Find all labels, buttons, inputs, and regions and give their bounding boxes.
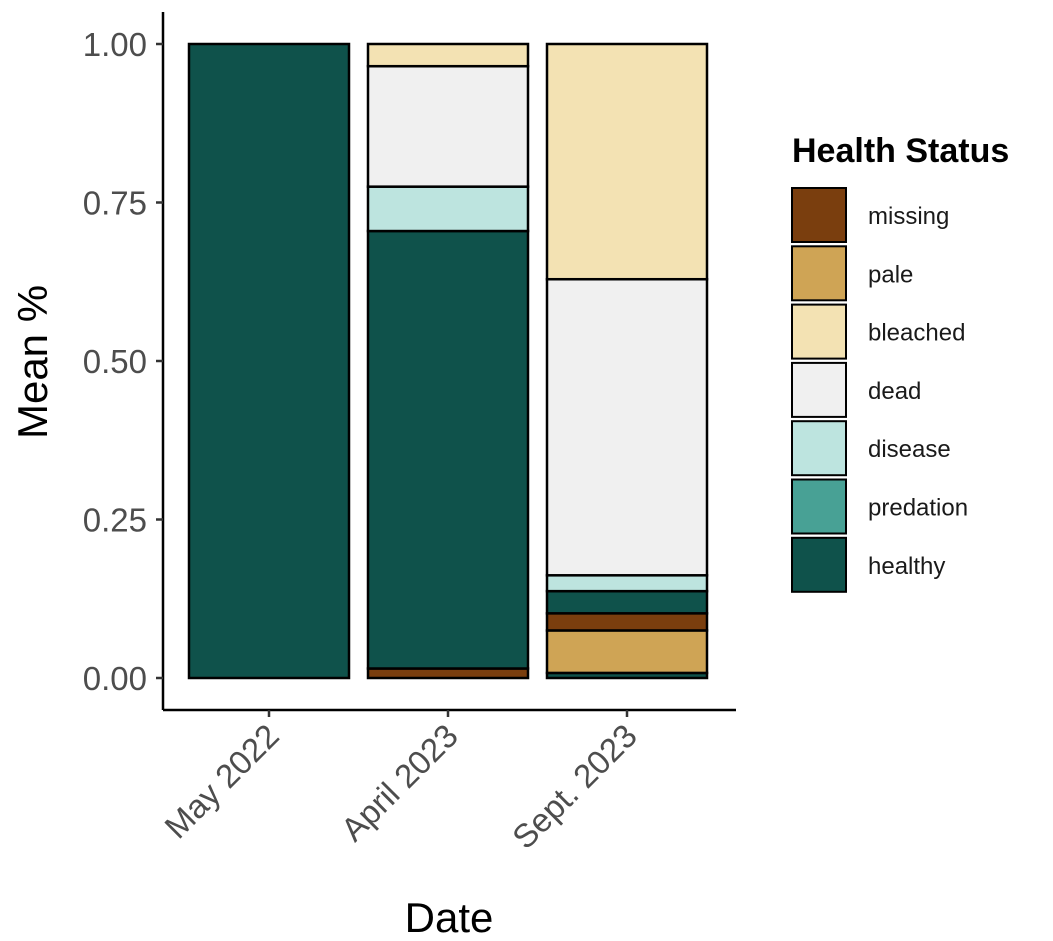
bar-segment-bleached	[366, 42, 530, 68]
legend-swatch-bleached	[791, 303, 847, 360]
bar-segment-disease	[545, 574, 709, 593]
bar-1	[366, 42, 530, 680]
bar-segment-disease	[366, 185, 530, 233]
bars-layer	[187, 42, 709, 680]
bar-segment-missing	[545, 612, 709, 632]
legend-label-pale: pale	[868, 261, 913, 288]
x-ticks: May 2022 April 2023 Sept. 2023	[157, 710, 644, 856]
legend-label-predation: predation	[868, 495, 968, 522]
y-tick-label: 0.00	[83, 660, 147, 697]
x-tick-label: April 2023	[334, 717, 465, 848]
legend: Health Status missing pale bleached dead dis…	[791, 132, 1009, 593]
legend-swatch-disease	[791, 420, 847, 477]
y-tick-label: 0.25	[83, 502, 147, 539]
bar-0	[187, 42, 351, 680]
y-axis-title: Mean %	[9, 285, 56, 439]
legend-label-dead: dead	[868, 378, 921, 405]
bar-segment-bleached	[545, 42, 709, 281]
x-axis-title: Date	[405, 894, 494, 941]
bar-segment-dead	[545, 277, 709, 577]
x-tick-label: May 2022	[157, 717, 286, 846]
legend-swatch-healthy	[791, 536, 847, 593]
legend-label-disease: disease	[868, 436, 951, 463]
y-tick-label: 0.50	[83, 343, 147, 380]
legend-label-bleached: bleached	[868, 320, 965, 347]
x-tick-label: Sept. 2023	[505, 717, 644, 856]
legend-swatch-dead	[791, 361, 847, 418]
legend-title: Health Status	[792, 132, 1009, 170]
bar-segment-dead	[366, 64, 530, 188]
legend-swatch-pale	[791, 245, 847, 302]
y-tick-label: 1.00	[83, 26, 147, 63]
legend-swatch-missing	[791, 187, 847, 243]
bar-segment-healthy	[187, 42, 351, 680]
legend-label-missing: missing	[868, 203, 949, 230]
bar-segment-pale	[545, 629, 709, 675]
bar-segment-healthy	[366, 229, 530, 670]
bar-segment-missing	[366, 667, 530, 680]
legend-swatch-predation	[791, 478, 847, 535]
y-tick-label: 0.75	[83, 185, 147, 222]
bar-2	[545, 42, 709, 680]
bar-segment-healthy	[545, 589, 709, 615]
legend-label-healthy: healthy	[868, 553, 945, 580]
y-ticks: 0.00 0.25 0.50 0.75 1.00	[83, 26, 163, 697]
